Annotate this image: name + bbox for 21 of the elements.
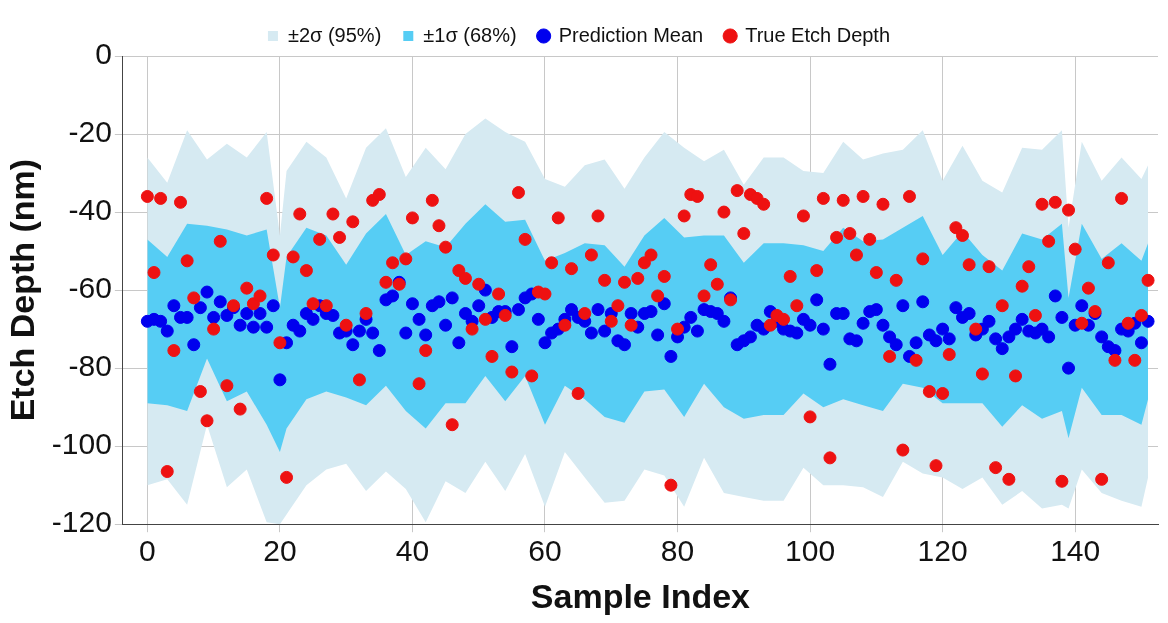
y-tick-label: -40 (68, 193, 112, 227)
y-tick-label: -20 (68, 115, 112, 149)
legend-label: True Etch Depth (745, 23, 891, 46)
y-tick-label: -60 (68, 271, 112, 305)
x-tick-label: 100 (785, 534, 836, 568)
x-tick-label: 40 (395, 534, 430, 568)
x-tick-label: 20 (263, 534, 297, 568)
y-tick-label: -120 (51, 505, 112, 539)
x-tick-label: 80 (660, 534, 695, 568)
legend-label: ±2σ (95%) (287, 23, 382, 46)
legend-label: Prediction Mean (558, 23, 704, 46)
x-tick-label: 60 (528, 534, 562, 568)
legend-label: ±1σ (68%) (423, 23, 517, 46)
y-tick-label: -80 (68, 349, 112, 383)
y-tick-label: 0 (95, 37, 112, 71)
y-tick-label: -100 (51, 427, 112, 461)
x-tick-label: 140 (1050, 534, 1101, 568)
x-tick-label: 120 (917, 534, 968, 568)
y-axis-title: Etch Depth (nm) (2, 158, 41, 422)
x-axis-title: Sample Index (530, 576, 751, 615)
x-tick-label: 0 (139, 534, 156, 568)
